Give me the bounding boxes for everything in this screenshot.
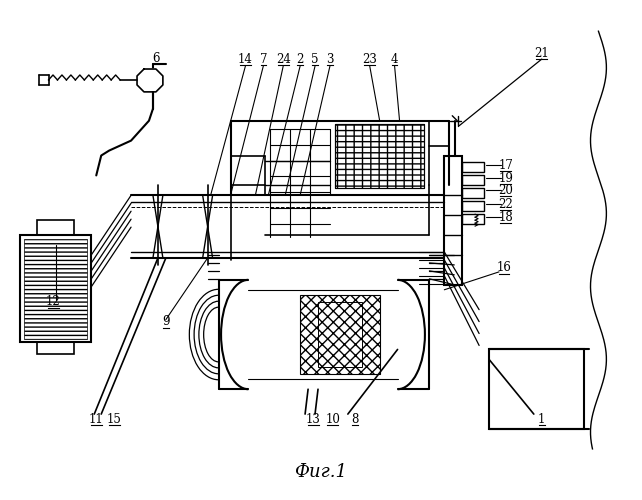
- Text: 20: 20: [499, 184, 514, 197]
- Bar: [444, 156, 462, 285]
- Text: 12: 12: [46, 295, 61, 308]
- Text: 15: 15: [107, 412, 121, 426]
- Bar: [318, 302, 362, 368]
- Bar: [462, 176, 484, 186]
- Text: 13: 13: [306, 412, 320, 426]
- Text: 7: 7: [259, 52, 267, 66]
- Bar: [300, 294, 379, 374]
- Text: 2: 2: [297, 52, 304, 66]
- Text: 5: 5: [311, 52, 319, 66]
- Text: 24: 24: [276, 52, 291, 66]
- Text: 11: 11: [89, 412, 103, 426]
- Text: 9: 9: [162, 315, 169, 328]
- Bar: [462, 214, 484, 224]
- Bar: [37, 220, 74, 235]
- Bar: [37, 342, 74, 354]
- Bar: [20, 235, 91, 343]
- Text: 6: 6: [152, 52, 160, 64]
- Bar: [335, 124, 424, 188]
- Text: 19: 19: [499, 172, 514, 185]
- Bar: [335, 124, 424, 188]
- Text: 3: 3: [326, 52, 334, 66]
- Polygon shape: [137, 69, 163, 92]
- Text: 18: 18: [499, 210, 514, 224]
- Text: 22: 22: [499, 198, 514, 211]
- Text: 1: 1: [538, 412, 546, 426]
- Text: 14: 14: [238, 52, 253, 66]
- Text: 10: 10: [325, 412, 340, 426]
- Text: 23: 23: [362, 52, 377, 66]
- Text: 21: 21: [534, 46, 549, 60]
- Text: 4: 4: [391, 52, 398, 66]
- Bar: [489, 350, 584, 429]
- Text: 16: 16: [496, 262, 512, 274]
- Bar: [24, 239, 87, 338]
- Bar: [462, 202, 484, 211]
- Text: Фиг.1: Фиг.1: [295, 463, 347, 481]
- Bar: [462, 162, 484, 172]
- Text: 17: 17: [499, 159, 514, 172]
- Bar: [462, 188, 484, 198]
- Text: 8: 8: [351, 412, 358, 426]
